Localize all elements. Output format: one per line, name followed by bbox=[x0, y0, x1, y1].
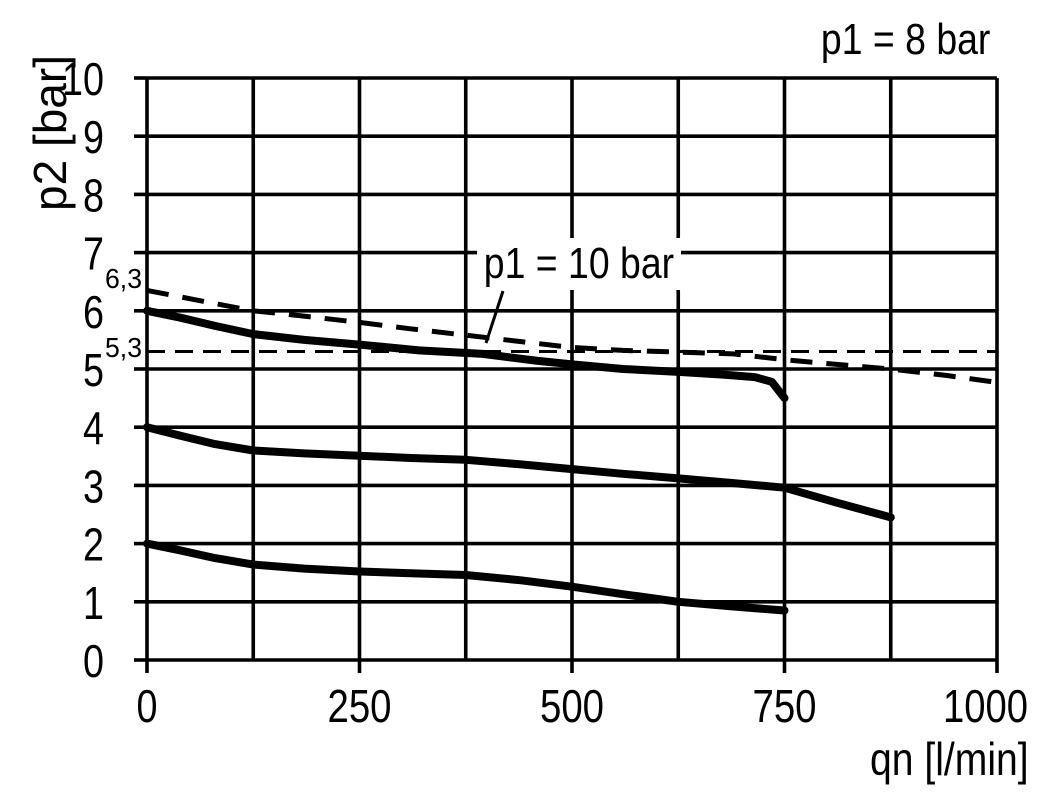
y-tick-label-9: 9 bbox=[83, 111, 104, 163]
annotation-p1-10bar: p1 = 10 bar bbox=[477, 238, 717, 290]
y-tick-label-4: 4 bbox=[83, 402, 104, 454]
y-tick-label-10: 10 bbox=[62, 53, 104, 105]
y-tick-label-5: 5 bbox=[83, 344, 104, 396]
y-tick-label-2: 2 bbox=[83, 519, 104, 571]
x-tick-label-250: 250 bbox=[328, 680, 392, 732]
annotation-p1-8bar-text: p1 = 8 bar bbox=[820, 15, 990, 64]
x-axis-label-text: qn [l/min] bbox=[870, 733, 1029, 785]
annotation-p1-8bar: p1 = 8 bar bbox=[791, 18, 990, 62]
annotation-leader-line bbox=[484, 290, 505, 344]
annotation-p1-10bar-text: p1 = 10 bar bbox=[477, 238, 681, 290]
y-tick-label-3: 3 bbox=[83, 460, 104, 512]
curve-p1_8bar_set4 bbox=[143, 423, 895, 522]
curve-p1_8bar_set2 bbox=[143, 539, 789, 615]
curve-p1_10bar_curve bbox=[146, 287, 998, 385]
y-extra-label-6-3: 6,3 bbox=[105, 263, 142, 294]
y-tick-label-8: 8 bbox=[83, 169, 104, 221]
x-tick-label-1000: 1000 bbox=[943, 680, 1028, 732]
x-tick-label-0: 0 bbox=[137, 680, 158, 732]
y-extra-label-5-3: 5,3 bbox=[105, 332, 142, 363]
y-tick-label-6: 6 bbox=[83, 286, 104, 338]
x-axis-label: qn [l/min] bbox=[842, 736, 1029, 782]
y-tick-label-0: 0 bbox=[83, 635, 104, 687]
x-tick-label-500: 500 bbox=[540, 680, 604, 732]
y-tick-label-7: 7 bbox=[83, 228, 104, 280]
y-tick-label-1: 1 bbox=[83, 577, 104, 629]
curve-p1_8bar_set6 bbox=[143, 306, 789, 403]
y-axis-label: p2 [bar] bbox=[24, 55, 76, 211]
x-tick-label-750: 750 bbox=[753, 680, 817, 732]
